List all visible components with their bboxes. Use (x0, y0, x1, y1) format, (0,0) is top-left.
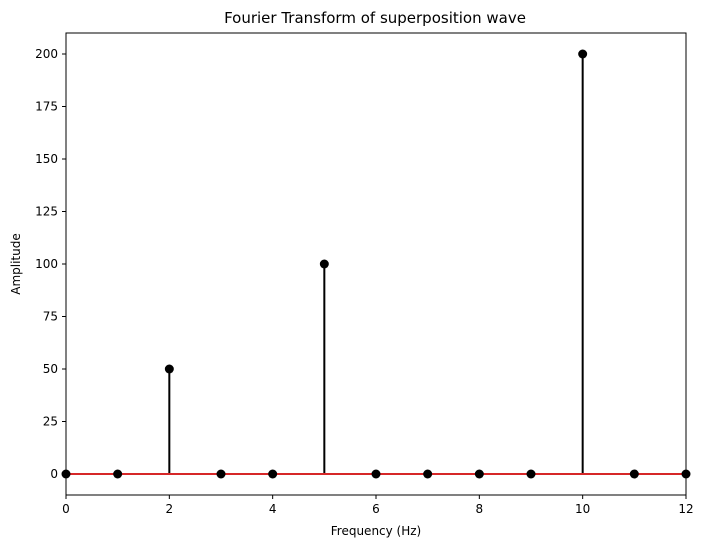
x-tick-label: 8 (476, 502, 484, 516)
x-tick-label: 4 (269, 502, 277, 516)
plot-area (61, 49, 691, 479)
stem-marker (216, 469, 226, 479)
x-tick-label: 10 (575, 502, 590, 516)
stem-marker (268, 469, 278, 479)
y-tick-label: 50 (43, 362, 58, 376)
x-tick-label: 12 (678, 502, 693, 516)
stem-marker (113, 469, 123, 479)
y-tick-label: 100 (35, 257, 58, 271)
x-tick-label: 2 (166, 502, 174, 516)
y-axis-title: Amplitude (9, 233, 23, 295)
stem-marker (164, 364, 174, 374)
stem-marker (423, 469, 433, 479)
stem-marker (319, 259, 329, 269)
stem-marker (578, 49, 588, 59)
x-tick-label: 0 (62, 502, 70, 516)
x-tick-label: 6 (372, 502, 380, 516)
y-tick-label: 0 (50, 467, 58, 481)
stem-marker (474, 469, 484, 479)
y-tick-label: 75 (43, 310, 58, 324)
x-axis: 0 2 4 6 8 10 12 (62, 495, 694, 516)
x-axis-title: Frequency (Hz) (331, 524, 422, 538)
stem-marker (371, 469, 381, 479)
stem-marker (526, 469, 536, 479)
y-tick-label: 125 (35, 205, 58, 219)
chart-title: Fourier Transform of superposition wave (224, 9, 526, 27)
axes-frame (65, 32, 687, 496)
y-tick-label: 200 (35, 47, 58, 61)
y-tick-label: 150 (35, 152, 58, 166)
y-axis: 0 25 50 75 100 125 150 175 200 (35, 47, 66, 481)
y-tick-label: 25 (43, 415, 58, 429)
y-tick-label: 175 (35, 100, 58, 114)
stem-marker (629, 469, 639, 479)
